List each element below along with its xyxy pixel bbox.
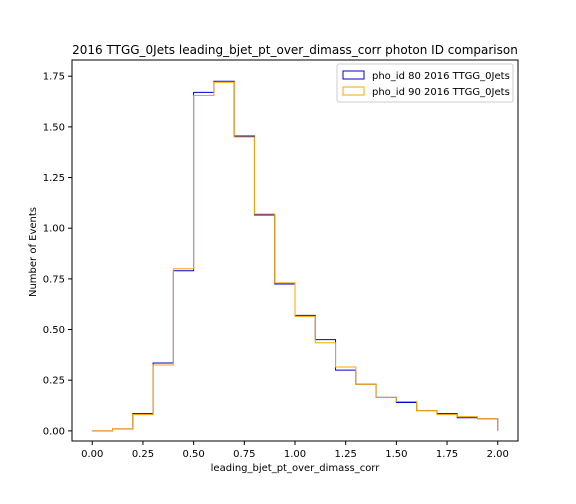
legend-box — [336, 63, 514, 103]
chart-title: 2016 TTGG_0Jets leading_bjet_pt_over_dim… — [72, 43, 518, 57]
legend-label: pho_id 90 2016 TTGG_0Jets — [372, 87, 510, 98]
y-tick-label: 1.25 — [43, 173, 65, 184]
x-tick-label: 1.50 — [385, 449, 407, 460]
plot-frame — [71, 59, 519, 442]
plot-area: 0.00 0.25 0.50 0.75 1.00 1.25 1.50 1.75 2.00 0.00… — [43, 59, 519, 460]
x-axis-label: leading_bjet_pt_over_dimass_corr — [211, 463, 381, 474]
y-tick-label: 0.50 — [43, 325, 65, 336]
y-tick-label: 1.00 — [43, 224, 65, 235]
y-tick-label: 0.25 — [43, 376, 65, 387]
series-2-line — [92, 81, 499, 432]
x-tick-label: 0.75 — [233, 449, 255, 460]
y-tick-label: 0.75 — [43, 274, 65, 285]
x-tick-label: 2.00 — [487, 449, 509, 460]
legend-swatch — [342, 86, 365, 96]
y-axis-label: Number of Events — [28, 207, 39, 297]
y-tick-label: 0.00 — [43, 426, 65, 437]
x-tick-label: 1.75 — [436, 449, 458, 460]
x-tick-label: 1.00 — [284, 449, 306, 460]
x-tick-label: 0.25 — [132, 449, 154, 460]
legend: pho_id 80 2016 TTGG_0Jets pho_id 90 2016 … — [336, 63, 514, 103]
legend-swatch — [342, 70, 365, 80]
x-tick-label: 1.25 — [335, 449, 357, 460]
y-tick-label: 1.75 — [43, 72, 65, 83]
x-tick-label: 0.00 — [81, 449, 103, 460]
legend-label: pho_id 80 2016 TTGG_0Jets — [372, 71, 510, 82]
x-tick-label: 0.50 — [183, 449, 205, 460]
y-tick-label: 1.50 — [43, 122, 65, 133]
